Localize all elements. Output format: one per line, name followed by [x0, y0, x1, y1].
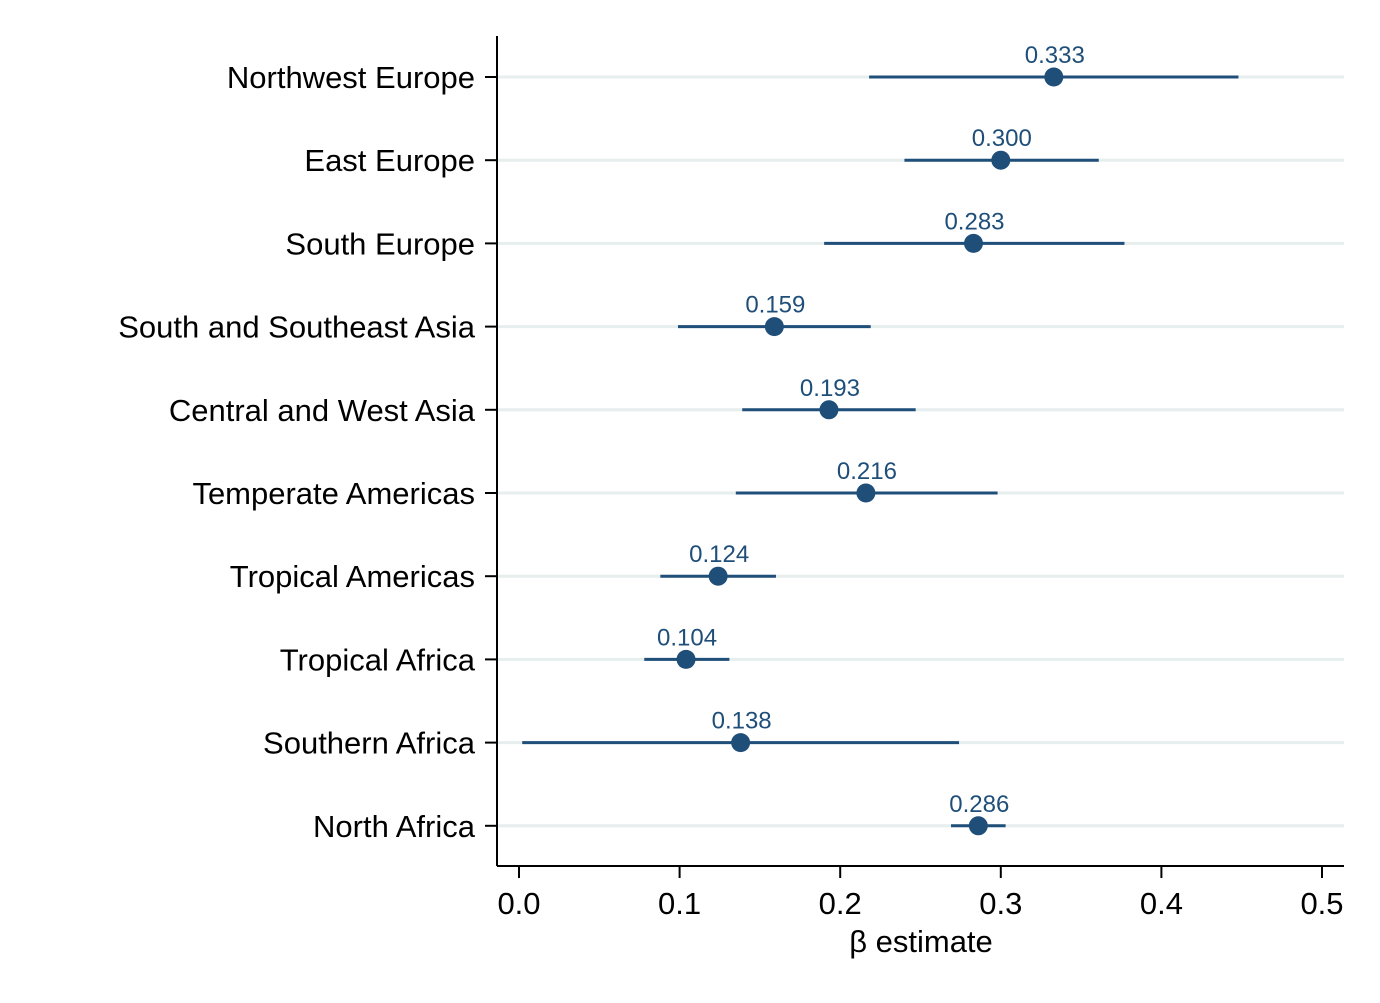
category-label: Northwest Europe — [227, 60, 475, 95]
value-label: 0.300 — [972, 125, 1032, 152]
category-label: Tropical Africa — [280, 642, 476, 677]
estimate-point — [963, 233, 983, 253]
category-label: South and Southeast Asia — [118, 310, 476, 345]
category-labels: Northwest Europe East Europe South Europe S… — [118, 60, 476, 844]
x-tick-label: 0.0 — [497, 886, 540, 921]
value-label: 0.193 — [800, 375, 860, 402]
estimate-point — [968, 816, 988, 836]
y-axis — [485, 36, 498, 866]
estimate-point — [764, 317, 784, 337]
category-label: Tropical Americas — [230, 559, 475, 594]
category-label: Temperate Americas — [192, 476, 475, 511]
category-label: North Africa — [313, 809, 476, 844]
estimate-point — [731, 733, 751, 753]
gridlines — [498, 75, 1344, 828]
value-label: 0.216 — [837, 458, 897, 485]
value-label: 0.333 — [1025, 42, 1085, 69]
confidence-intervals — [522, 75, 1239, 828]
x-ticks: 0.0 0.1 0.2 0.3 0.4 0.5 — [497, 866, 1344, 921]
value-label: 0.159 — [745, 292, 805, 319]
x-tick-label: 0.3 — [979, 886, 1022, 921]
value-label: 0.124 — [689, 541, 749, 568]
estimate-points — [676, 67, 1064, 836]
value-labels: 0.333 0.300 0.283 0.159 0.193 0.216 0.124 0.104… — [657, 42, 1085, 818]
estimate-point — [819, 400, 839, 420]
estimate-point — [991, 150, 1011, 170]
value-label: 0.286 — [949, 791, 1009, 818]
category-label: East Europe — [304, 143, 475, 178]
estimate-point — [856, 483, 876, 503]
value-label: 0.283 — [944, 208, 1004, 235]
estimate-point — [708, 566, 728, 586]
x-tick-label: 0.5 — [1300, 886, 1343, 921]
estimate-point — [1044, 67, 1064, 87]
x-tick-label: 0.2 — [819, 886, 862, 921]
category-label: Central and West Asia — [169, 393, 476, 428]
category-label: Southern Africa — [263, 726, 476, 761]
x-tick-label: 0.4 — [1140, 886, 1183, 921]
value-label: 0.138 — [712, 708, 772, 735]
category-label: South Europe — [285, 226, 475, 261]
value-label: 0.104 — [657, 624, 717, 651]
x-tick-label: 0.1 — [658, 886, 701, 921]
x-axis-title: β estimate — [849, 924, 993, 959]
estimate-point — [676, 649, 696, 669]
